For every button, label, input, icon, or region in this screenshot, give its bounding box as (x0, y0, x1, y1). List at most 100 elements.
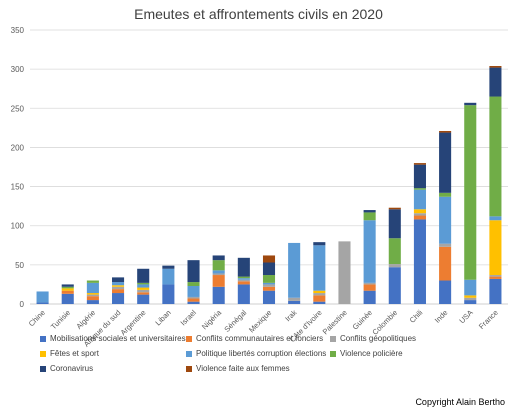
bar-segment (413, 189, 426, 210)
legend-item: Fêtes et sport (40, 349, 99, 358)
legend-label: Violence faite aux femmes (196, 364, 290, 373)
bar-segment (363, 210, 376, 213)
y-tick-label: 200 (11, 143, 25, 152)
bar-segment (489, 66, 502, 68)
y-tick-label: 100 (11, 222, 25, 231)
y-tick-label: 300 (11, 65, 25, 74)
bar-segment (439, 243, 452, 247)
y-tick-label: 150 (11, 183, 25, 192)
bar-segment (237, 276, 250, 279)
y-tick-label: 0 (20, 300, 25, 309)
x-category-label: Guinée (351, 308, 374, 331)
legend-item: Conflits géopolitiques (330, 334, 416, 343)
bar-segment (262, 286, 276, 291)
bar-segment (413, 219, 426, 304)
bar-segment (262, 284, 276, 287)
bar-segment (112, 282, 125, 286)
bar-segment (187, 298, 200, 302)
bar-segment (112, 293, 125, 304)
bar-segment (413, 215, 426, 220)
x-category-label: Chine (27, 308, 47, 328)
bar-segment (313, 293, 326, 296)
bar-segment (162, 268, 175, 285)
bar-segment (262, 255, 276, 263)
bar-segment (86, 294, 99, 297)
bar-segment (162, 265, 175, 269)
bar-segment (413, 213, 426, 216)
legend-item: Politique libertés corruption élections (186, 349, 326, 358)
x-category-label: Sénégal (222, 308, 248, 334)
bar-segment (489, 220, 502, 276)
x-category-label: Mexique (247, 308, 273, 334)
bar-segment (313, 245, 326, 291)
y-axis-tick-labels: 0 50 100 150 200 250 300 350 (11, 26, 25, 309)
bar-segment (262, 290, 276, 304)
bar-segment (413, 163, 426, 165)
bar-segment (36, 291, 49, 303)
bar-segment (36, 302, 49, 304)
x-category-label: Nigéria (200, 307, 224, 331)
bar-segment (439, 192, 452, 197)
bar-segment (489, 278, 502, 304)
bar-segment (112, 277, 125, 283)
x-category-label: Argentine (119, 308, 148, 337)
bar-segment (313, 242, 326, 246)
bar-segment (489, 276, 502, 279)
bar-segment (237, 278, 250, 280)
legend-swatch (40, 335, 46, 342)
x-category-label: Liban (153, 308, 172, 327)
bar-segment (187, 285, 200, 297)
bar-segment (237, 284, 250, 304)
x-category-label: France (477, 308, 500, 331)
bar-segment (363, 290, 376, 304)
y-tick-label: 250 (11, 104, 25, 113)
bar-segment (489, 96, 502, 217)
bar-segment (338, 241, 351, 304)
bar-segment (137, 292, 150, 295)
bar-segment (388, 267, 401, 304)
y-tick-label: 50 (15, 261, 24, 270)
bar-segment (237, 279, 250, 282)
bar-segment (464, 297, 477, 301)
bar-segment (262, 275, 276, 283)
bar-segment (388, 238, 401, 265)
bar-segment (112, 289, 125, 294)
bar-segment (262, 262, 276, 276)
bar-segment (262, 282, 276, 285)
legend-item: Violence policière (330, 349, 403, 358)
legend-item: Conflits communautaires et fonciers (186, 334, 323, 343)
bar-segment (313, 290, 326, 294)
bar-segment (464, 105, 477, 280)
x-category-label: Algérie (74, 308, 97, 331)
bar-segment (86, 293, 99, 295)
bar-segment (86, 300, 99, 304)
bar-segment (137, 289, 150, 293)
bar-segment (288, 297, 301, 301)
x-category-label: USA (457, 308, 474, 325)
legend-item: Mobilisations sociales et universitaires (40, 334, 186, 343)
legend-swatch (330, 335, 336, 342)
bar-segment (489, 275, 502, 277)
bar-segment (86, 296, 99, 301)
copyright-text: Copyright Alain Bertho (415, 397, 505, 407)
bar-segment (112, 285, 125, 287)
x-category-label: Colombie (370, 308, 399, 337)
legend-swatch (40, 365, 46, 372)
legend-label: Coronavirus (50, 364, 94, 373)
bar-segment (237, 281, 250, 285)
legend-item: Violence faite aux femmes (186, 364, 290, 373)
bars (36, 66, 502, 304)
bar-segment (137, 268, 150, 283)
x-category-label: Israel (179, 308, 199, 328)
bar-segment (187, 301, 200, 304)
x-category-label: Tunisie (49, 308, 72, 331)
bar-segment (363, 212, 376, 221)
bar-segment (61, 293, 74, 304)
bar-segment (313, 295, 326, 302)
legend-swatch (186, 350, 192, 357)
bar-segment (137, 287, 150, 290)
bar-segment (288, 300, 301, 304)
bar-segment (363, 282, 376, 285)
bar-segment (61, 284, 74, 287)
bar-segment (288, 242, 301, 298)
